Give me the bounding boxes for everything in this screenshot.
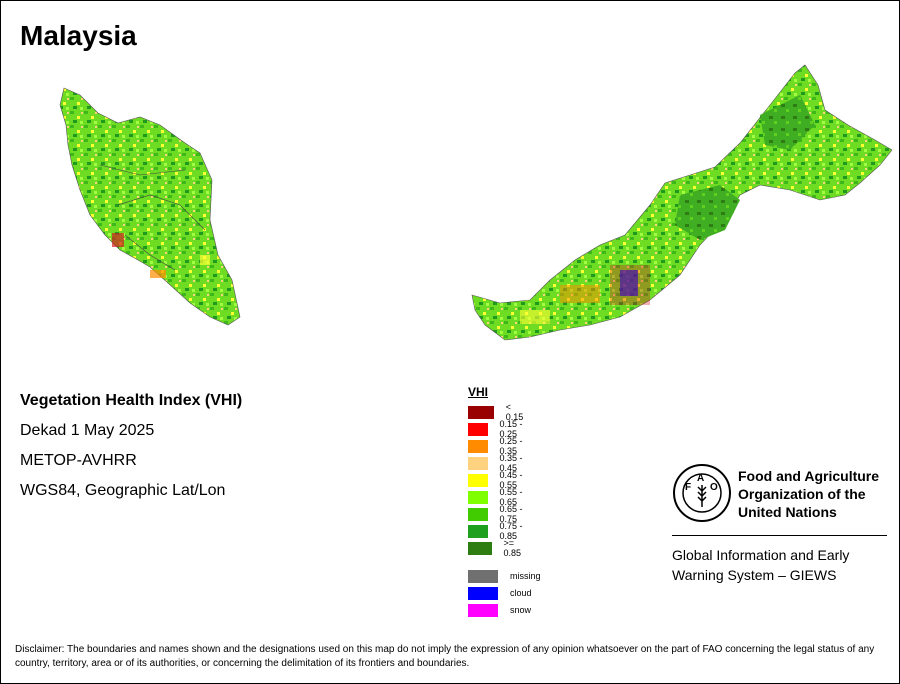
legend-swatch [468, 541, 492, 555]
fao-divider [672, 535, 887, 536]
legend-label: 0.15 - 0.25 [499, 419, 523, 439]
fao-block: F A O Food and Agriculture Organization … [672, 463, 887, 583]
map-title: Malaysia [20, 20, 137, 51]
legend-label: missing [510, 571, 541, 581]
legend-row: 0.25 - 0.35 [468, 436, 528, 456]
legend-label: 0.25 - 0.35 [499, 436, 523, 456]
legend-row: cloud [468, 586, 532, 600]
legend-label: >= 0.85 [503, 538, 522, 558]
legend-title: VHI [468, 385, 489, 399]
peninsular-malaysia [59, 87, 241, 326]
svg-text:O: O [710, 482, 718, 493]
index-name: Vegetation Health Index (VHI) [20, 392, 243, 409]
legend: VHI < 0.15 0.15 - 0.25 0.25 - 0.35 0.35 … [468, 385, 541, 617]
legend-swatch [468, 456, 488, 470]
legend-swatch [468, 524, 488, 538]
svg-text:F: F [685, 482, 691, 493]
east-malaysia [471, 64, 893, 341]
legend-swatch [468, 422, 488, 436]
fao-name: Food and Agriculture Organization of the… [738, 468, 880, 520]
legend-label: 0.35 - 0.45 [499, 453, 523, 473]
legend-swatch [468, 439, 488, 453]
legend-swatch [468, 603, 498, 617]
legend-label: 0.75 - 0.85 [499, 521, 523, 541]
legend-row: < 0.15 [468, 402, 528, 422]
legend-swatch [468, 490, 488, 504]
vhi-map [59, 64, 893, 341]
legend-swatch [468, 473, 488, 487]
legend-row: 0.15 - 0.25 [468, 419, 528, 439]
sensor: METOP-AVHRR [20, 452, 137, 469]
legend-label: 0.65 - 0.75 [499, 504, 523, 524]
legend-row: 0.55 - 0.65 [468, 487, 528, 507]
projection: WGS84, Geographic Lat/Lon [20, 482, 226, 499]
giews-name: Global Information and Early Warning Sys… [672, 547, 850, 583]
legend-label: 0.45 - 0.55 [499, 470, 523, 490]
disclaimer: Disclaimer: The boundaries and names sho… [15, 644, 875, 669]
legend-label: < 0.15 [505, 402, 524, 422]
legend-swatch [468, 586, 498, 600]
legend-row: 0.35 - 0.45 [468, 453, 528, 473]
legend-swatch [468, 405, 494, 419]
legend-label: 0.55 - 0.65 [499, 487, 523, 507]
dekad-date: Dekad 1 May 2025 [20, 422, 155, 439]
fao-emblem-icon: F A O [673, 464, 731, 522]
legend-row: 0.75 - 0.85 [468, 521, 528, 541]
legend-row: snow [468, 603, 531, 617]
legend-label: cloud [510, 588, 532, 598]
svg-text:A: A [697, 473, 704, 484]
legend-row: 0.45 - 0.55 [468, 470, 528, 490]
map-info: Vegetation Health Index (VHI) Dekad 1 Ma… [20, 390, 242, 510]
map-area [0, 55, 900, 355]
legend-label: snow [510, 605, 532, 615]
legend-row: 0.65 - 0.75 [468, 504, 528, 524]
legend-row: >= 0.85 [468, 538, 528, 558]
legend-row: missing [468, 569, 541, 583]
legend-swatch [468, 569, 498, 583]
legend-swatch [468, 507, 488, 521]
